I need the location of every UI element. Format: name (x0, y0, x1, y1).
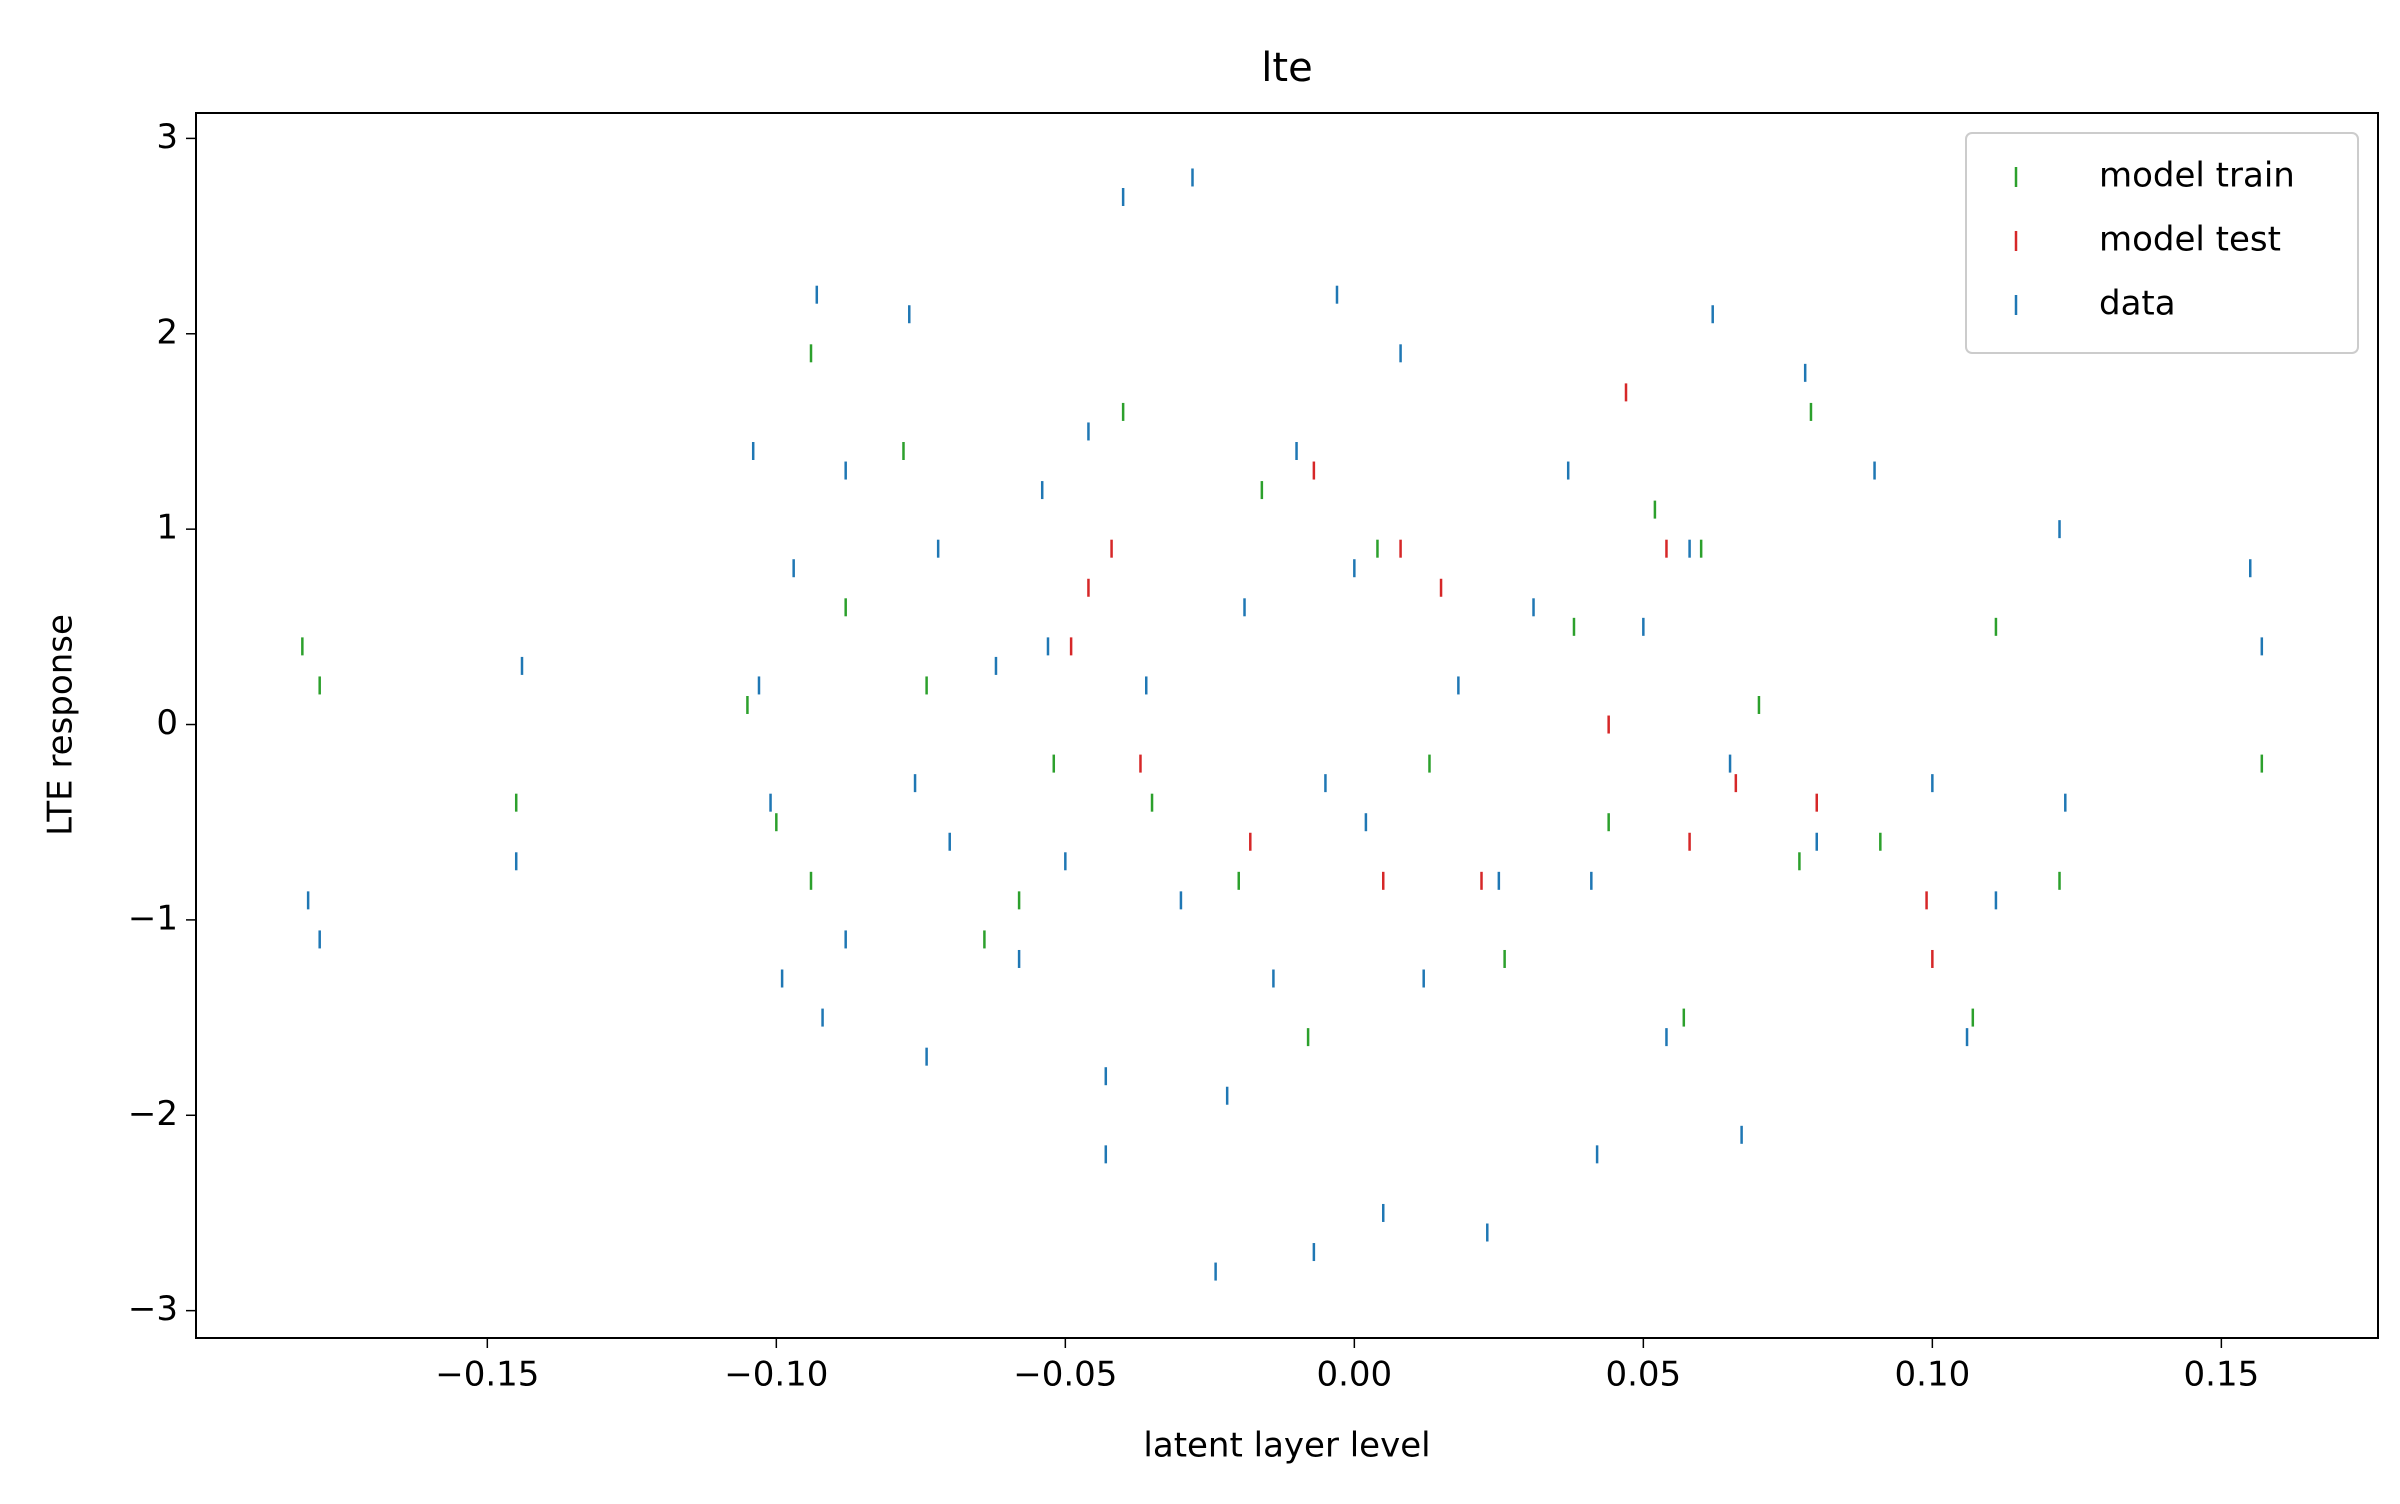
x-tick-label: 0.05 (1605, 1355, 1681, 1395)
legend-label: model test (2099, 220, 2281, 260)
y-tick-label: 0 (156, 703, 178, 743)
y-tick-label: 2 (156, 312, 178, 352)
plot-points (301, 168, 2264, 1281)
x-tick-label: −0.15 (435, 1355, 539, 1395)
y-axis-label: LTE response (41, 614, 81, 836)
x-axis-label: latent layer level (1143, 1426, 1430, 1466)
x-tick-label: −0.05 (1013, 1355, 1117, 1395)
legend-label: model train (2099, 156, 2295, 196)
chart-title: lte (1261, 45, 1312, 91)
y-tick-label: −3 (128, 1289, 178, 1329)
plot-frame (195, 112, 2379, 1339)
x-tick-label: 0.15 (2184, 1355, 2260, 1395)
x-tick-label: 0.10 (1895, 1355, 1971, 1395)
y-tick-label: −2 (128, 1094, 178, 1134)
y-tick-label: 1 (156, 508, 178, 548)
y-tick-label: −1 (128, 898, 178, 938)
y-tick-label: 3 (156, 117, 178, 157)
legend-label: data (2099, 284, 2176, 324)
x-tick-label: −0.10 (724, 1355, 828, 1395)
legend-box (1965, 132, 2359, 354)
x-tick-label: 0.00 (1316, 1355, 1392, 1395)
